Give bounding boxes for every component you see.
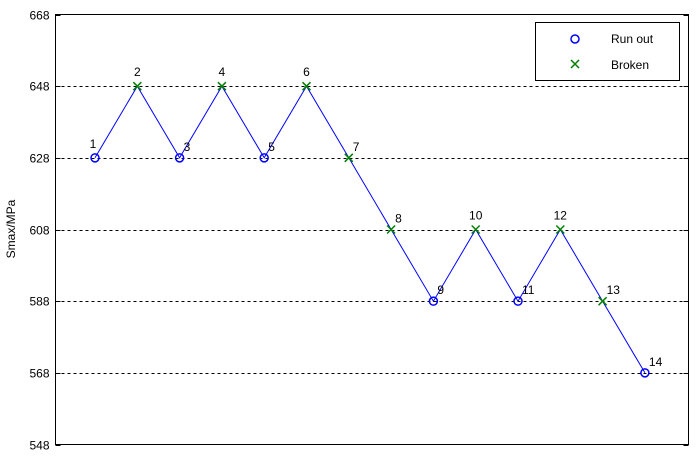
legend-box bbox=[535, 22, 680, 81]
legend-broken-marker bbox=[570, 59, 580, 69]
marker-broken-4 bbox=[217, 81, 227, 91]
legend-broken-label: Broken bbox=[611, 58, 649, 72]
y-tick-label: 628 bbox=[29, 152, 49, 166]
series-polyline bbox=[94, 85, 646, 374]
point-label-2: 2 bbox=[134, 65, 141, 79]
marker-broken-8 bbox=[386, 224, 396, 235]
marker-broken-10 bbox=[471, 224, 481, 235]
series-markers bbox=[90, 81, 650, 378]
point-label-12: 12 bbox=[554, 209, 568, 223]
point-label-13: 13 bbox=[607, 283, 621, 297]
point-label-9: 9 bbox=[437, 283, 444, 297]
y-tick-label: 568 bbox=[29, 367, 49, 381]
series-line bbox=[94, 85, 646, 374]
marker-broken-2 bbox=[132, 81, 142, 91]
legend: Run out Broken bbox=[535, 22, 680, 81]
marker-broken-12 bbox=[555, 224, 565, 235]
point-label-14: 14 bbox=[649, 355, 663, 369]
point-label-6: 6 bbox=[303, 65, 310, 79]
y-axis-label: Smax/MPa bbox=[4, 199, 18, 258]
point-label-3: 3 bbox=[184, 140, 191, 154]
marker-runout-11 bbox=[513, 296, 523, 306]
marker-runout-14 bbox=[640, 368, 650, 378]
marker-broken-13 bbox=[598, 296, 608, 306]
legend-runout-marker bbox=[570, 34, 580, 44]
y-tick-label: 548 bbox=[29, 439, 49, 453]
plot-frame bbox=[55, 14, 689, 445]
marker-runout-1 bbox=[90, 153, 100, 163]
point-label-8: 8 bbox=[395, 212, 402, 226]
point-label-1: 1 bbox=[90, 137, 97, 151]
marker-runout-5 bbox=[259, 153, 269, 163]
marker-broken-7 bbox=[344, 153, 354, 163]
point-label-7: 7 bbox=[353, 140, 360, 154]
point-label-10: 10 bbox=[469, 209, 483, 223]
marker-runout-3 bbox=[174, 153, 185, 163]
y-tick-label: 588 bbox=[29, 295, 49, 309]
point-label-5: 5 bbox=[268, 140, 275, 154]
point-label-11: 11 bbox=[522, 283, 535, 297]
marker-runout-9 bbox=[428, 296, 439, 306]
point-label-4: 4 bbox=[219, 65, 226, 79]
y-tick-label: 608 bbox=[29, 224, 49, 238]
grid-lines bbox=[55, 86, 689, 374]
marker-broken-6 bbox=[301, 81, 312, 91]
y-tick-label: 648 bbox=[29, 80, 49, 94]
legend-runout-label: Run out bbox=[611, 32, 654, 46]
y-tick-label: 668 bbox=[29, 9, 49, 23]
